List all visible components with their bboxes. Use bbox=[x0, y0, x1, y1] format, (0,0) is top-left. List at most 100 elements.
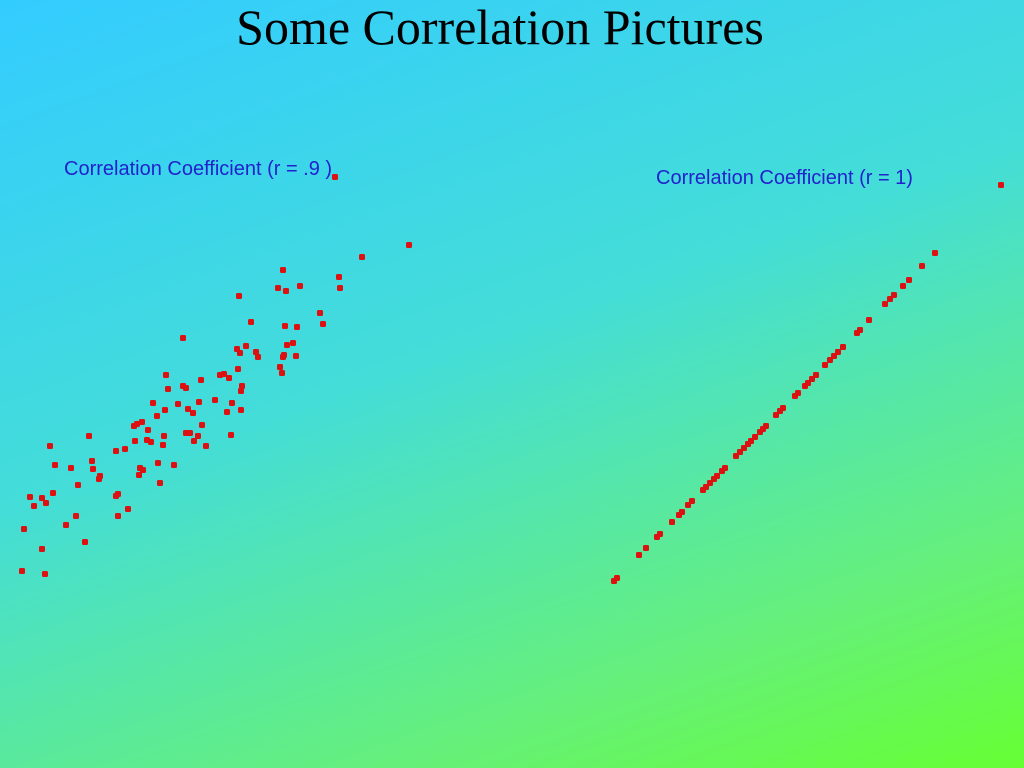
point bbox=[132, 438, 138, 444]
point bbox=[294, 324, 300, 330]
point bbox=[932, 250, 938, 256]
point bbox=[906, 277, 912, 283]
point bbox=[42, 571, 48, 577]
point bbox=[198, 377, 204, 383]
point bbox=[336, 274, 342, 280]
point bbox=[221, 371, 227, 377]
point bbox=[722, 465, 728, 471]
point bbox=[150, 400, 156, 406]
point bbox=[320, 321, 326, 327]
point bbox=[882, 301, 888, 307]
point bbox=[689, 498, 695, 504]
point bbox=[297, 283, 303, 289]
point bbox=[43, 500, 49, 506]
point bbox=[283, 288, 289, 294]
point bbox=[857, 327, 863, 333]
point bbox=[679, 509, 685, 515]
point bbox=[96, 476, 102, 482]
point bbox=[224, 409, 230, 415]
point bbox=[183, 385, 189, 391]
point bbox=[763, 423, 769, 429]
point bbox=[752, 434, 758, 440]
point bbox=[31, 503, 37, 509]
point bbox=[196, 399, 202, 405]
point bbox=[279, 370, 285, 376]
point bbox=[115, 513, 121, 519]
point bbox=[866, 317, 872, 323]
point bbox=[239, 383, 245, 389]
point bbox=[136, 472, 142, 478]
point bbox=[203, 443, 209, 449]
point bbox=[140, 467, 146, 473]
point bbox=[780, 405, 786, 411]
point bbox=[275, 285, 281, 291]
point bbox=[284, 342, 290, 348]
point bbox=[82, 539, 88, 545]
point bbox=[157, 480, 163, 486]
point bbox=[277, 364, 283, 370]
point bbox=[669, 519, 675, 525]
point bbox=[919, 263, 925, 269]
point bbox=[90, 466, 96, 472]
point bbox=[50, 490, 56, 496]
point bbox=[714, 473, 720, 479]
point bbox=[636, 552, 642, 558]
point bbox=[19, 568, 25, 574]
point bbox=[280, 354, 286, 360]
point bbox=[187, 430, 193, 436]
point bbox=[226, 375, 232, 381]
point bbox=[115, 491, 121, 497]
chart-title: Correlation Coefficient (r = 1) bbox=[656, 167, 913, 189]
point bbox=[39, 495, 45, 501]
point bbox=[165, 386, 171, 392]
point bbox=[253, 349, 259, 355]
point bbox=[238, 407, 244, 413]
point bbox=[813, 372, 819, 378]
point bbox=[235, 366, 241, 372]
point bbox=[290, 340, 296, 346]
point bbox=[840, 344, 846, 350]
point bbox=[238, 388, 244, 394]
point bbox=[332, 174, 338, 180]
point bbox=[293, 353, 299, 359]
point bbox=[122, 446, 128, 452]
point bbox=[229, 400, 235, 406]
point bbox=[139, 419, 145, 425]
point bbox=[185, 406, 191, 412]
point bbox=[199, 422, 205, 428]
point bbox=[614, 575, 620, 581]
point bbox=[406, 242, 412, 248]
point bbox=[145, 427, 151, 433]
point bbox=[155, 460, 161, 466]
point bbox=[280, 267, 286, 273]
point bbox=[795, 390, 801, 396]
point bbox=[835, 349, 841, 355]
point bbox=[113, 448, 119, 454]
point bbox=[212, 397, 218, 403]
point bbox=[171, 462, 177, 468]
point bbox=[255, 354, 261, 360]
point bbox=[63, 522, 69, 528]
point bbox=[317, 310, 323, 316]
point bbox=[891, 292, 897, 298]
point bbox=[236, 293, 242, 299]
point bbox=[52, 462, 58, 468]
point bbox=[162, 407, 168, 413]
point bbox=[282, 323, 288, 329]
point bbox=[248, 319, 254, 325]
point bbox=[86, 433, 92, 439]
chart-title: Correlation Coefficient (r = .9 ) bbox=[64, 158, 332, 180]
point bbox=[21, 526, 27, 532]
point bbox=[175, 401, 181, 407]
point bbox=[161, 433, 167, 439]
point bbox=[180, 335, 186, 341]
point bbox=[27, 494, 33, 500]
point bbox=[73, 513, 79, 519]
point bbox=[337, 285, 343, 291]
point bbox=[643, 545, 649, 551]
point bbox=[191, 438, 197, 444]
point bbox=[163, 372, 169, 378]
point bbox=[134, 421, 140, 427]
